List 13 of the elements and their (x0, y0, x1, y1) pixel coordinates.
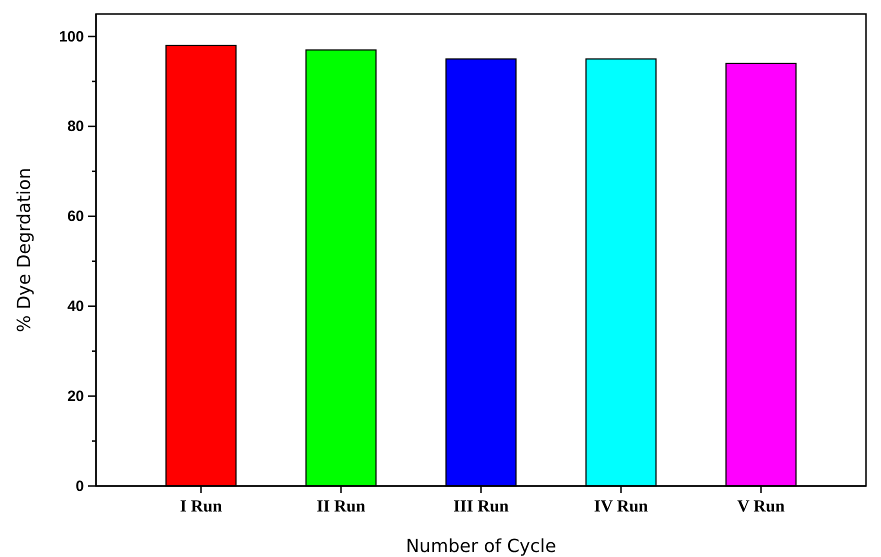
y-tick-label: 60 (67, 208, 84, 226)
y-tick-label: 40 (67, 298, 84, 315)
x-tick-label: III Run (453, 496, 510, 516)
x-tick-label: II Run (316, 496, 366, 516)
y-tick-label: 0 (76, 478, 84, 495)
x-axis-title: Number of Cycle (406, 536, 556, 557)
x-tick-label: V Run (737, 496, 786, 516)
x-tick-label: I Run (180, 496, 223, 516)
y-tick-label: 100 (58, 28, 84, 46)
y-tick-label: 80 (67, 118, 84, 136)
y-axis-title: % Dye Degrdation (14, 168, 35, 332)
x-tick-label: IV Run (594, 496, 649, 516)
y-tick-label: 20 (67, 388, 84, 405)
